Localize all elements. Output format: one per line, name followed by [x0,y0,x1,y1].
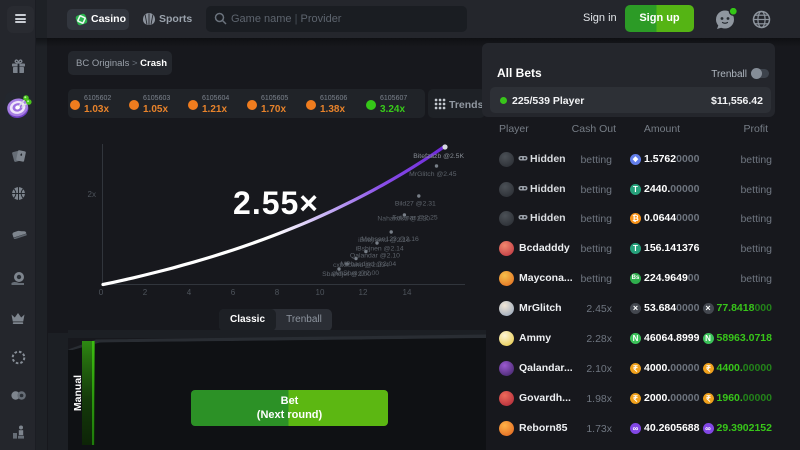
svg-text:2: 2 [143,288,148,297]
svg-text:4: 4 [187,288,192,297]
svg-text:8: 8 [275,288,280,297]
svg-text:Qalandar @2.10: Qalandar @2.10 [350,253,400,260]
svg-text:14: 14 [403,288,412,297]
svg-text:MPbasdjsd @2.04: MPbasdjsd @2.04 [340,261,396,268]
svg-text:2x: 2x [88,190,96,199]
svg-text:0: 0 [99,288,104,297]
svg-text:6: 6 [231,288,236,297]
svg-text:Fotanar @2.25: Fotanar @2.25 [392,215,438,222]
svg-text:Bild27 @2.31: Bild27 @2.31 [395,201,436,208]
svg-text:iBsbjnen @2.14: iBsbjnen @2.14 [356,246,404,253]
svg-text:2.55×: 2.55× [233,185,319,221]
svg-text:12: 12 [359,288,368,297]
svg-text:Sbahdjet @2.00: Sbahdjet @2.00 [322,271,371,278]
svg-text:10: 10 [316,288,325,297]
svg-text:Bitefzazb @2.5K: Bitefzazb @2.5K [413,153,464,160]
svg-text:Mohsan123 @2.16: Mohsan123 @2.16 [361,236,419,243]
svg-text:MrGlitch @2.45: MrGlitch @2.45 [409,171,457,178]
svg-text:gkhSbet @2.00: gkhSbet @2.00 [332,270,379,277]
svg-text:cxbSbahd @2.034: cxbSbahd @2.034 [333,262,389,269]
svg-text:Nahakdsd @2.20: Nahakdsd @2.20 [377,216,430,223]
svg-text:iBsbjnend @2.16: iBsbjnend @2.16 [358,237,410,244]
